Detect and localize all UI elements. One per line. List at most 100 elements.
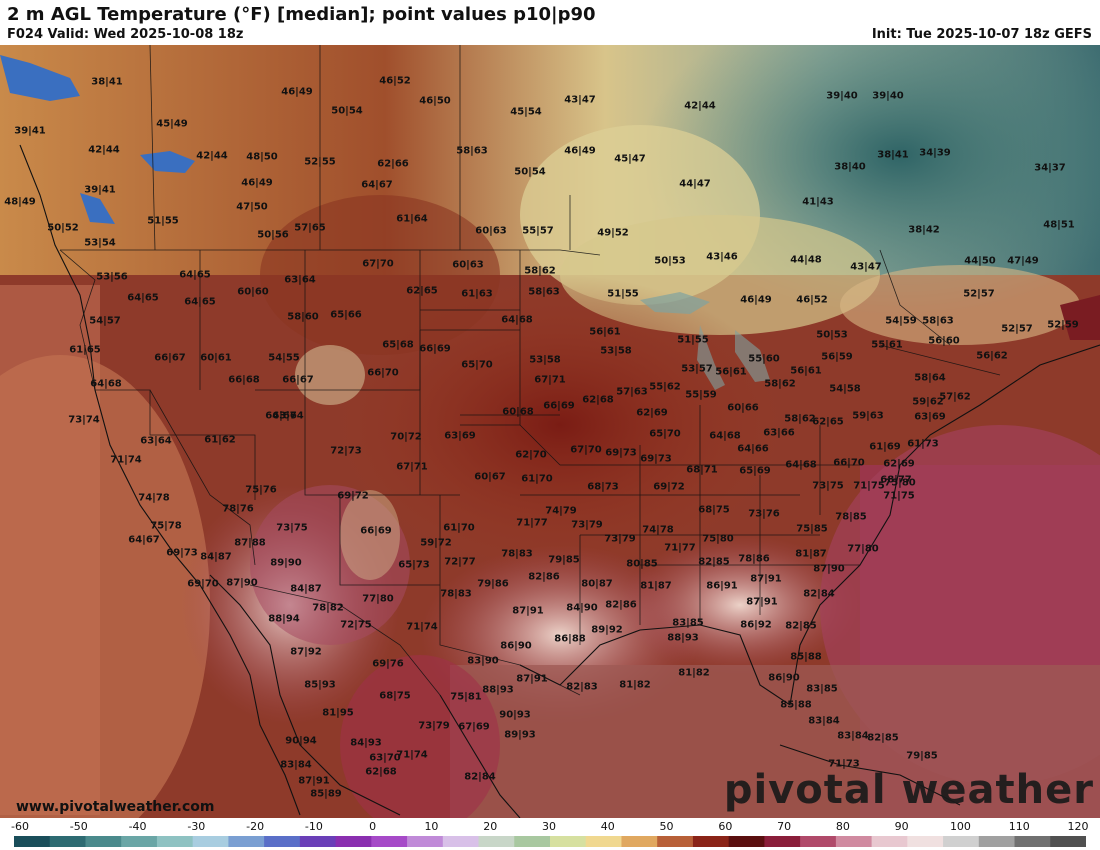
point-value: 54|58 [829,383,861,395]
point-value: 61|62 [204,434,236,446]
point-value: 45|47 [614,153,646,165]
point-value: 54|55 [268,352,300,364]
point-value: 73|75 [276,522,308,534]
point-value: 61|73 [907,438,939,450]
point-value: 67|69 [458,721,490,733]
point-value: 56|59 [821,351,853,363]
point-value: 59|62 [912,396,944,408]
point-value: 80|85 [626,558,658,570]
point-value: 90|94 [285,735,317,747]
point-value: 78|82 [312,602,344,614]
point-value: 73|79 [604,533,636,545]
point-value: 53|54 [84,237,116,249]
point-value: 64|68 [785,459,817,471]
point-value: 85|88 [780,699,812,711]
color-legend-ticks: -60 -50 -40 -30 -20 -10 0 10 20 30 40 50 60 70 80 90 100… [0,818,1100,834]
point-value: 69|70 [187,578,219,590]
point-value: 84|87 [290,583,322,595]
legend-tick-label: 50 [659,820,674,833]
point-value: 83|84 [837,730,869,742]
point-value: 42|44 [88,144,120,156]
point-value: 63|64 [284,274,316,286]
legend-color-swatch [442,836,480,847]
legend-color-swatch [49,836,86,847]
legend-color-swatch [371,836,408,847]
legend-tick-label: 20 [483,820,498,833]
point-value: 69|72 [337,490,369,502]
point-value: 47|50 [236,201,268,213]
point-value: 57|65 [294,222,326,234]
point-value: 71|77 [516,517,548,529]
legend-color-swatch [156,836,194,847]
point-value: 69|72 [653,481,685,493]
point-value: 69|73 [640,453,672,465]
point-value: 65|69 [739,465,771,477]
point-value: 64|68 [90,378,122,390]
legend-tick-label: -30 [187,820,206,833]
legend-tick-label: 110 [1008,820,1030,833]
legend-color-swatch [121,836,158,847]
point-value: 45|49 [156,118,188,130]
legend-color-swatch [514,836,551,847]
point-value: 62|68 [582,394,614,406]
point-value: 58|60 [287,311,319,323]
point-value: 53|56 [96,271,128,283]
point-value: 64|67 [361,179,393,191]
point-value: 70|72 [390,431,422,443]
point-value: 66|68 [228,374,260,386]
point-value: 87|91 [298,775,330,787]
point-value: 46|49 [241,177,273,189]
point-value: 72|77 [444,556,476,568]
point-value: 78|85 [835,511,867,523]
point-value: 83|85 [672,617,704,629]
point-value: 66|69 [419,343,451,355]
point-value: 50|54 [514,166,546,178]
point-value: 64|67 [128,534,160,546]
point-value: 52|55 [304,156,336,168]
point-value: 44|47 [679,178,711,190]
point-value: 50|53 [816,329,848,341]
legend-tick-label: 120 [1067,820,1089,833]
point-value: 56|61 [715,366,747,378]
point-value: 79|85 [906,750,938,762]
point-value: 54|57 [89,315,121,327]
legend-color-swatch [835,836,873,847]
point-value: 86|88 [554,633,586,645]
point-value: 48|51 [1043,219,1075,231]
point-value: 85|88 [790,651,822,663]
point-value: 46|50 [419,95,451,107]
point-value: 69|73 [605,447,637,459]
point-value: 80|87 [581,578,613,590]
point-value: 88|93 [667,632,699,644]
legend-tick-label: -50 [69,820,88,833]
legend-tick-label: 10 [424,820,439,833]
legend-tick-label: -10 [304,820,323,833]
point-value: 51|55 [677,334,709,346]
point-value: 89|93 [504,729,536,741]
point-value: 82|85 [698,556,730,568]
legend-color-swatch [692,836,730,847]
point-value: 73|75 [812,480,844,492]
point-value: 47|49 [1007,255,1039,267]
point-value: 81|82 [619,679,651,691]
point-value: 68|77 [880,474,912,486]
point-value: 73|74 [68,414,100,426]
point-value: 74|78 [138,492,170,504]
point-value: 46|49 [740,294,772,306]
legend-tick-label: 60 [718,820,733,833]
point-value: 71|77 [664,542,696,554]
point-value: 86|90 [768,672,800,684]
legend-color-swatch [550,836,587,847]
point-value: 43|47 [564,94,596,106]
legend-color-swatch [478,836,515,847]
point-value: 75|81 [450,691,482,703]
point-value: 82|85 [785,620,817,632]
point-value: 56|62 [976,350,1008,362]
legend-color-swatch [907,836,944,847]
point-value: 46|52 [796,294,828,306]
point-value: 75|76 [245,484,277,496]
temperature-map[interactable]: 38|41 46|49 46|52 46|50 50|54 45|54 43|47 42|44… [0,45,1100,818]
point-value: 89|90 [270,557,302,569]
point-value: 68|73 [587,481,619,493]
point-value: 72|75 [340,619,372,631]
